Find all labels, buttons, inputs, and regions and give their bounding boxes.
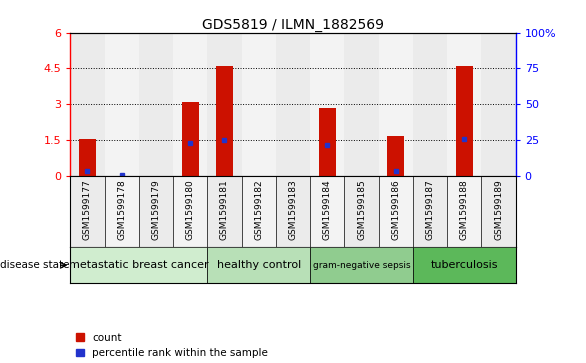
- Bar: [447, 33, 482, 176]
- Bar: [482, 33, 516, 176]
- Text: GSM1599186: GSM1599186: [391, 179, 400, 240]
- Bar: [379, 33, 413, 176]
- Bar: [173, 176, 207, 247]
- Bar: [207, 176, 241, 247]
- Bar: [379, 176, 413, 247]
- Bar: [70, 176, 104, 247]
- Bar: [241, 176, 276, 247]
- Bar: [104, 176, 139, 247]
- Bar: [345, 176, 379, 247]
- Text: GSM1599181: GSM1599181: [220, 179, 229, 240]
- Bar: [310, 33, 345, 176]
- Bar: [310, 176, 345, 247]
- Bar: [310, 247, 413, 283]
- Text: GSM1599185: GSM1599185: [357, 179, 366, 240]
- Text: GSM1599179: GSM1599179: [151, 179, 161, 240]
- Bar: [413, 33, 447, 176]
- Text: GSM1599182: GSM1599182: [254, 179, 263, 240]
- Title: GDS5819 / ILMN_1882569: GDS5819 / ILMN_1882569: [202, 18, 384, 32]
- Bar: [139, 33, 173, 176]
- Bar: [70, 247, 207, 283]
- Text: GSM1599180: GSM1599180: [186, 179, 195, 240]
- Bar: [207, 247, 310, 283]
- Bar: [447, 176, 482, 247]
- Bar: [387, 136, 404, 176]
- Text: GSM1599177: GSM1599177: [83, 179, 92, 240]
- Bar: [413, 247, 516, 283]
- Text: tuberculosis: tuberculosis: [431, 260, 498, 270]
- Bar: [276, 33, 310, 176]
- Bar: [70, 33, 104, 176]
- Text: GSM1599189: GSM1599189: [494, 179, 503, 240]
- Text: GSM1599183: GSM1599183: [288, 179, 298, 240]
- Bar: [182, 102, 199, 176]
- Bar: [216, 66, 233, 176]
- Bar: [139, 176, 173, 247]
- Legend: count, percentile rank within the sample: count, percentile rank within the sample: [76, 333, 268, 358]
- Bar: [104, 33, 139, 176]
- Text: healthy control: healthy control: [217, 260, 301, 270]
- Text: disease state: disease state: [0, 260, 70, 270]
- Bar: [276, 176, 310, 247]
- Text: metastatic breast cancer: metastatic breast cancer: [69, 260, 209, 270]
- Text: GSM1599178: GSM1599178: [117, 179, 126, 240]
- Bar: [207, 33, 241, 176]
- Bar: [173, 33, 207, 176]
- Bar: [79, 139, 96, 176]
- Bar: [319, 108, 336, 176]
- Bar: [456, 66, 473, 176]
- Bar: [482, 176, 516, 247]
- Bar: [345, 33, 379, 176]
- Text: GSM1599187: GSM1599187: [425, 179, 435, 240]
- Text: GSM1599188: GSM1599188: [460, 179, 469, 240]
- Bar: [413, 176, 447, 247]
- Text: gram-negative sepsis: gram-negative sepsis: [313, 261, 410, 270]
- Text: GSM1599184: GSM1599184: [323, 179, 332, 240]
- Bar: [241, 33, 276, 176]
